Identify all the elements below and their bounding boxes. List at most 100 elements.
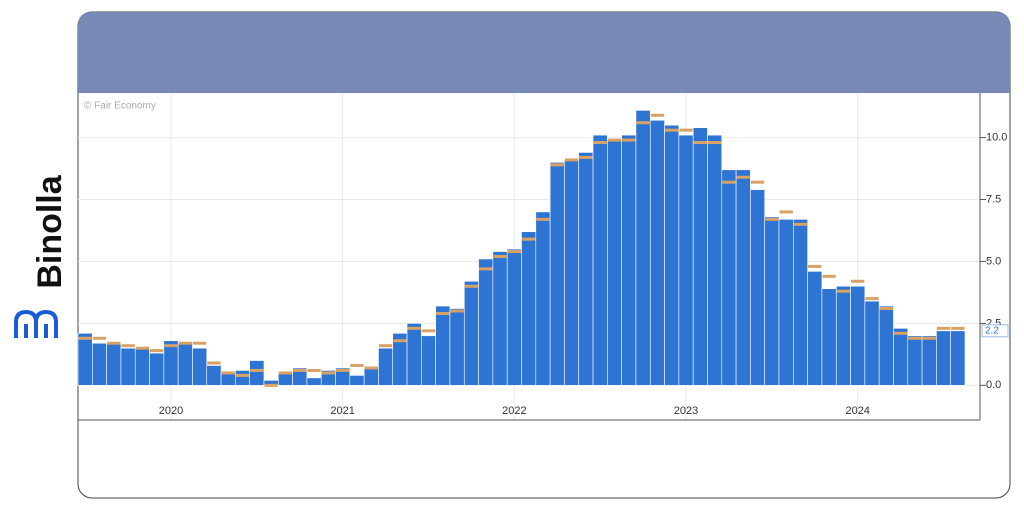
bar bbox=[607, 139, 622, 386]
forecast-marker bbox=[793, 222, 808, 226]
bar bbox=[564, 159, 580, 386]
forecast-marker bbox=[922, 336, 936, 340]
bar bbox=[349, 375, 365, 386]
bar bbox=[750, 189, 766, 386]
forecast-marker bbox=[135, 346, 150, 350]
bar bbox=[192, 347, 208, 386]
forecast-marker bbox=[936, 326, 951, 330]
bar bbox=[950, 330, 966, 386]
forecast-marker bbox=[536, 217, 550, 221]
forecast-marker bbox=[164, 344, 178, 348]
forecast-marker bbox=[607, 138, 622, 142]
bar bbox=[735, 169, 751, 386]
bar bbox=[134, 347, 150, 386]
bar bbox=[635, 110, 651, 386]
forecast-marker bbox=[107, 341, 121, 345]
forecast-marker bbox=[636, 121, 650, 125]
forecast-marker bbox=[593, 141, 607, 145]
bar bbox=[492, 251, 508, 386]
bar bbox=[692, 127, 708, 386]
bar bbox=[835, 285, 851, 386]
bar bbox=[907, 335, 923, 386]
forecast-marker bbox=[378, 344, 393, 348]
bar bbox=[721, 169, 737, 386]
bar bbox=[421, 335, 436, 386]
forecast-marker bbox=[851, 279, 865, 283]
last-value-label: 2.2 bbox=[985, 325, 999, 336]
bar bbox=[592, 134, 608, 386]
bar bbox=[793, 219, 808, 386]
bar bbox=[449, 308, 465, 386]
forecast-marker bbox=[679, 128, 693, 132]
forecast-marker bbox=[822, 274, 836, 278]
bar bbox=[506, 248, 522, 386]
bar bbox=[850, 285, 866, 386]
bar bbox=[521, 231, 537, 386]
bar bbox=[778, 219, 794, 386]
forecast-marker bbox=[436, 311, 450, 315]
forecast-marker bbox=[364, 366, 378, 370]
x-tick-label: 2024 bbox=[845, 405, 869, 417]
forecast-marker bbox=[779, 210, 793, 214]
forecast-marker bbox=[235, 373, 250, 377]
forecast-marker bbox=[121, 344, 135, 348]
bar bbox=[149, 352, 165, 386]
bar bbox=[106, 342, 122, 386]
bar bbox=[363, 367, 379, 386]
forecast-marker bbox=[336, 368, 350, 372]
forecast-marker bbox=[464, 284, 479, 288]
bar bbox=[807, 271, 823, 386]
bar bbox=[478, 258, 494, 386]
forecast-marker bbox=[507, 250, 521, 254]
header-band bbox=[78, 12, 1010, 93]
forecast-marker bbox=[707, 141, 722, 145]
bar bbox=[277, 372, 293, 386]
forecast-marker bbox=[951, 326, 965, 330]
forecast-marker bbox=[908, 336, 922, 340]
x-tick-label: 2022 bbox=[502, 405, 526, 417]
forecast-marker bbox=[650, 113, 665, 117]
forecast-marker bbox=[579, 155, 593, 159]
forecast-marker bbox=[92, 336, 107, 340]
forecast-marker bbox=[250, 368, 264, 372]
bar bbox=[936, 330, 951, 386]
bar bbox=[77, 332, 93, 386]
forecast-marker bbox=[893, 331, 908, 335]
forecast-marker bbox=[207, 361, 221, 365]
bar bbox=[220, 372, 236, 386]
forecast-marker bbox=[321, 371, 336, 375]
x-tick-label: 2020 bbox=[159, 405, 183, 417]
bar bbox=[664, 124, 680, 386]
last-value-badge bbox=[981, 324, 1009, 338]
bar bbox=[177, 342, 193, 386]
bar bbox=[878, 305, 894, 386]
forecast-marker bbox=[307, 368, 321, 372]
forecast-marker bbox=[393, 339, 407, 343]
bar bbox=[435, 305, 451, 386]
forecast-marker bbox=[836, 289, 851, 293]
bar bbox=[249, 360, 265, 386]
bar bbox=[821, 288, 837, 386]
bar bbox=[764, 216, 780, 386]
forecast-marker bbox=[479, 267, 493, 271]
bar bbox=[306, 377, 322, 386]
bar bbox=[864, 300, 880, 386]
forecast-marker bbox=[78, 336, 92, 340]
bar bbox=[206, 365, 222, 386]
bar bbox=[235, 370, 250, 386]
forecast-marker bbox=[722, 180, 736, 184]
forecast-marker bbox=[693, 141, 707, 145]
bar bbox=[92, 342, 107, 386]
forecast-marker bbox=[622, 138, 636, 142]
x-tick-label: 2023 bbox=[674, 405, 698, 417]
bar bbox=[678, 134, 694, 386]
bar bbox=[163, 340, 179, 386]
forecast-marker bbox=[192, 341, 207, 345]
brand: Binolla bbox=[31, 174, 69, 288]
credit: © Fair Economy bbox=[84, 101, 156, 112]
forecast-marker bbox=[522, 237, 536, 241]
forecast-marker bbox=[293, 368, 307, 372]
forecast-marker bbox=[493, 255, 507, 258]
forecast-marker bbox=[750, 180, 765, 184]
